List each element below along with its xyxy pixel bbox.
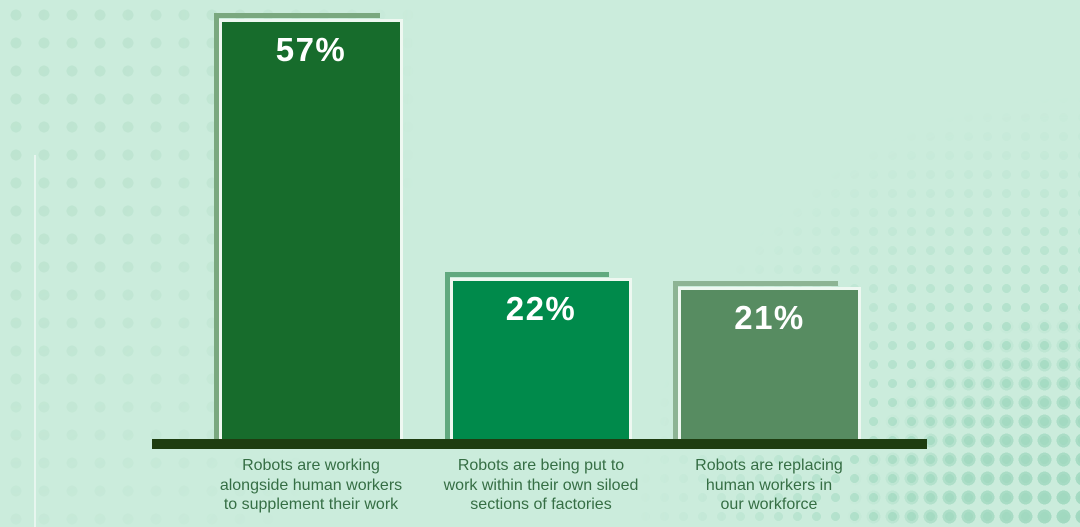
x-axis-line — [152, 439, 927, 449]
bar-robots-replacing: 21% — [673, 281, 861, 440]
bar-robots-siloed: 22% — [445, 272, 632, 440]
bar-value-label: 22% — [505, 290, 577, 327]
bar-category-label: Robots are working alongside human worke… — [219, 457, 403, 513]
bar-value-label: 57% — [275, 31, 347, 68]
bar-robots-supplement: 57% — [214, 13, 403, 440]
bar-category-label: Robots are being put to work within thei… — [443, 457, 639, 513]
bar-value-label: 21% — [734, 299, 805, 336]
bar-category-label: Robots are replacing human workers in ou… — [695, 457, 843, 513]
